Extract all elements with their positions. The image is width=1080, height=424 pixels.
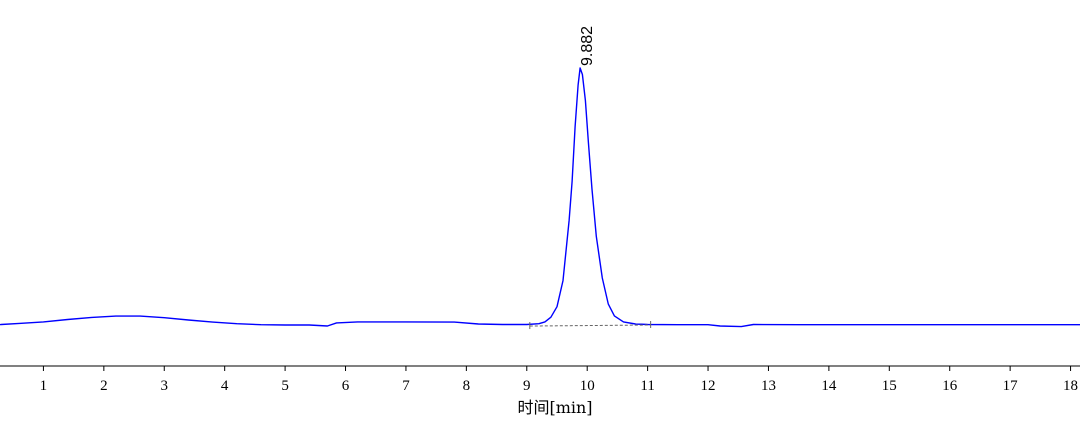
x-tick-label: 11 bbox=[640, 378, 654, 394]
integration-baseline bbox=[529, 324, 651, 327]
x-tick-label: 10 bbox=[580, 378, 595, 394]
signal-trace bbox=[0, 67, 1080, 328]
peak-label: 9.882 bbox=[579, 26, 596, 66]
x-tick-label: 14 bbox=[821, 378, 837, 394]
x-tick-label: 9 bbox=[523, 378, 531, 394]
x-tick-label: 2 bbox=[100, 378, 108, 394]
x-axis-ticks: 1 2 3 4 5 6 7 8 9 10 11 12 13 14 15 16 17 18 bbox=[40, 366, 1078, 394]
x-tick-label: 15 bbox=[882, 378, 897, 394]
x-tick-label: 13 bbox=[761, 378, 776, 394]
x-tick-label: 1 bbox=[40, 378, 48, 394]
x-tick-label: 7 bbox=[402, 378, 410, 394]
x-tick-label: 6 bbox=[342, 378, 350, 394]
x-tick-label: 8 bbox=[463, 378, 471, 394]
x-tick-label: 12 bbox=[701, 378, 716, 394]
x-tick-label: 4 bbox=[221, 378, 229, 394]
x-tick-label: 5 bbox=[281, 378, 289, 394]
x-tick-label: 17 bbox=[1003, 378, 1019, 394]
x-tick-label: 16 bbox=[942, 378, 958, 394]
x-axis-title: 时间[min] bbox=[517, 398, 592, 417]
plot-area: 9.882 bbox=[0, 26, 1080, 330]
x-tick-label: 18 bbox=[1063, 378, 1078, 394]
x-tick-label: 3 bbox=[161, 378, 169, 394]
